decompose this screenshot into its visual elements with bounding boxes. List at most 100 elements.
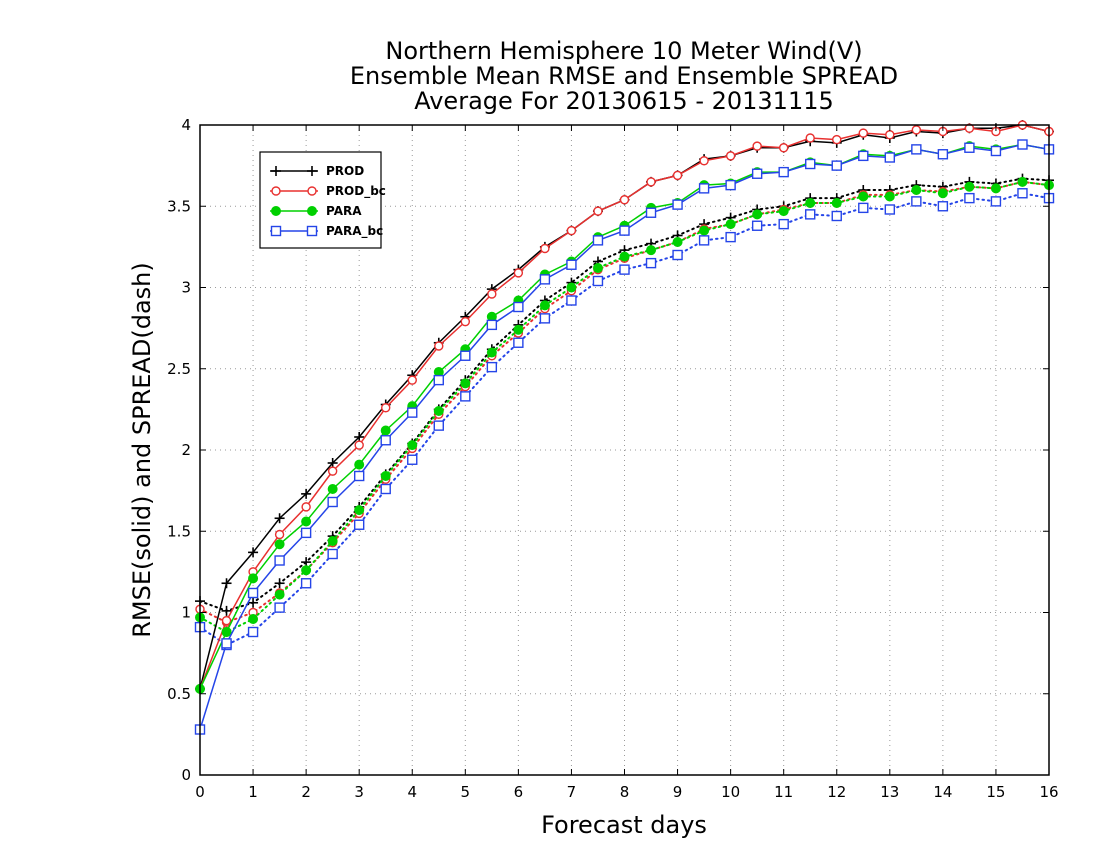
data-point-para-bc-spread <box>778 218 789 230</box>
data-point-para-bc-spread <box>460 391 471 402</box>
data-point-prod-bc-rmse <box>221 615 232 626</box>
legend-item-para-bc: PARA_bc <box>270 224 383 239</box>
data-point-para-spread <box>805 198 816 208</box>
data-point-para-bc-rmse <box>513 301 524 313</box>
x-tick-label: 6 <box>514 783 524 801</box>
data-point-para-bc-spread <box>274 602 285 613</box>
data-point-para-bc-rmse <box>964 142 975 153</box>
data-point-prod-bc-rmse <box>381 403 391 413</box>
data-point-prod-rmse <box>301 488 312 499</box>
data-point-prod-bc-rmse <box>778 143 789 153</box>
x-tick-label: 1 <box>248 783 258 801</box>
x-tick-label: 7 <box>567 783 577 801</box>
y-tick-label: 2 <box>181 441 191 459</box>
data-point-para-bc-rmse <box>990 145 1002 157</box>
y-tick-label: 1 <box>181 604 191 622</box>
y-tick-label: 4 <box>181 116 191 134</box>
data-point-prod-spread <box>274 578 285 589</box>
data-point-para-rmse <box>380 425 391 436</box>
x-tick-label: 8 <box>620 783 630 801</box>
data-point-prod-bc-rmse <box>858 128 868 138</box>
data-point-para-bc-rmse <box>407 407 418 418</box>
data-point-para-spread <box>937 188 948 199</box>
data-point-para-spread <box>248 614 259 624</box>
data-point-prod-bc-rmse <box>646 177 656 187</box>
data-point-para-spread <box>566 282 577 293</box>
data-point-para-bc-rmse <box>247 587 259 599</box>
legend-marker <box>270 225 282 237</box>
x-tick-label: 4 <box>407 783 417 801</box>
data-point-prod-bc-rmse <box>327 466 338 476</box>
data-point-para-bc-spread <box>725 231 736 243</box>
legend-marker <box>271 166 281 176</box>
legend-marker <box>307 186 317 196</box>
legend-marker <box>307 166 317 176</box>
data-point-para-bc-spread <box>751 220 763 231</box>
x-tick-label: 2 <box>301 783 311 801</box>
data-point-para-spread <box>1017 176 1028 187</box>
data-point-para-bc-spread <box>698 235 710 246</box>
y-tick-label: 3 <box>181 279 191 297</box>
data-point-para-spread <box>858 191 869 202</box>
data-point-para-bc-rmse <box>380 435 391 446</box>
data-point-prod-bc-rmse <box>487 289 497 299</box>
data-point-para-spread <box>672 237 683 247</box>
data-point-para-bc-rmse <box>592 235 604 246</box>
data-point-para-rmse <box>248 573 259 584</box>
data-point-para-spread <box>380 471 391 481</box>
data-point-para-spread <box>539 300 550 311</box>
data-point-para-bc-rmse <box>698 183 710 194</box>
x-axis-label: Forecast days <box>541 811 707 839</box>
legend-label: PROD <box>326 164 364 178</box>
x-tick-label: 13 <box>880 783 899 801</box>
x-tick-label: 0 <box>195 783 205 801</box>
y-tick-label: 1.5 <box>167 522 191 540</box>
legend-label: PARA_bc <box>326 224 383 239</box>
data-point-para-bc-rmse <box>937 149 949 160</box>
data-point-prod-bc-rmse <box>540 243 550 254</box>
data-point-para-spread <box>725 219 736 230</box>
data-point-para-bc-rmse <box>274 555 285 566</box>
x-tick-label: 15 <box>986 783 1005 801</box>
data-point-prod-bc-rmse <box>593 206 603 216</box>
data-point-prod-bc-rmse <box>911 125 922 135</box>
y-tick-label: 0 <box>181 766 191 784</box>
data-point-prod-bc-rmse <box>354 440 364 450</box>
data-point-para-bc-spread <box>539 313 551 324</box>
data-point-para-bc-spread <box>247 626 259 638</box>
data-point-prod-rmse <box>354 432 365 442</box>
data-point-para-spread <box>327 536 338 546</box>
data-point-prod-bc-rmse <box>832 134 842 145</box>
data-point-prod-spread <box>221 605 232 616</box>
data-point-para-bc-spread <box>513 337 524 348</box>
x-tick-label: 14 <box>933 783 952 801</box>
data-point-para-bc-rmse <box>725 179 736 191</box>
data-point-para-spread <box>752 209 763 220</box>
data-point-para-rmse <box>327 484 338 494</box>
axis-ticks: 0 1 2 3 4 5 6 7 8 9 10 11 12 13 14 15 1600.511.522.533.5… <box>167 116 1058 801</box>
data-point-para-spread <box>354 505 365 516</box>
chart-title-line-1: Northern Hemisphere 10 Meter Wind(V) <box>385 37 862 65</box>
data-point-prod-bc-rmse <box>301 502 311 512</box>
legend-marker <box>271 186 281 196</box>
data-point-para-bc-rmse <box>433 374 444 386</box>
data-point-prod-bc-rmse <box>513 268 524 278</box>
data-point-para-spread <box>301 565 312 576</box>
data-point-para-spread <box>990 183 1001 194</box>
x-tick-label: 3 <box>354 783 364 801</box>
data-point-prod-rmse <box>221 578 232 589</box>
data-point-para-spread <box>460 378 471 389</box>
data-point-prod-bc-rmse <box>407 375 417 385</box>
data-point-para-bc-spread <box>300 578 312 589</box>
data-point-para-spread <box>433 406 444 416</box>
data-point-para-bc-spread <box>619 264 630 275</box>
data-point-para-spread <box>911 185 922 195</box>
data-point-para-bc-spread <box>433 420 444 431</box>
data-point-para-bc-rmse <box>619 225 630 236</box>
data-point-para-bc-rmse <box>460 350 471 361</box>
legend-item-para: PARA <box>270 204 362 218</box>
data-point-para-bc-spread <box>327 548 338 560</box>
data-point-para-spread <box>407 440 418 451</box>
data-point-para-bc-rmse <box>539 274 551 285</box>
data-point-para-bc-rmse <box>486 319 498 331</box>
